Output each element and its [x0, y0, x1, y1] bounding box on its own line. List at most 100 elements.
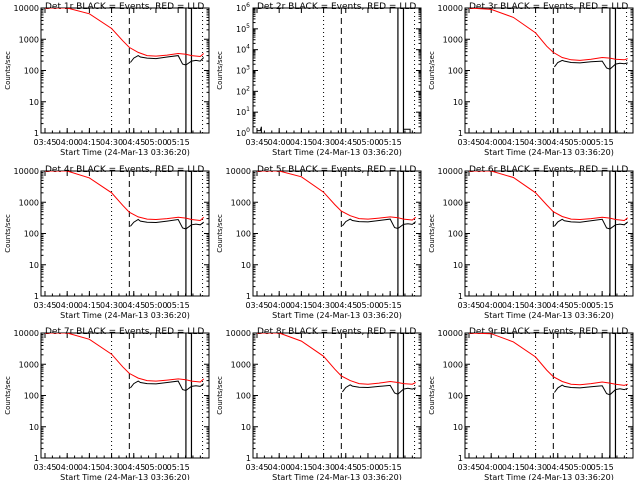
y-tick-label: 10000	[438, 167, 463, 176]
x-tick-label: 03:45	[245, 301, 268, 310]
x-tick-label: 04:45	[334, 138, 357, 147]
x-tick-label: 05:00	[144, 138, 167, 147]
detector-panel-9: Det 9r BLACK = Events, RED = LLD 1 10 100 10…	[428, 327, 634, 480]
plot-frame	[40, 170, 210, 297]
y-tick-label: 10	[29, 98, 39, 107]
y-tick-label: 10000	[14, 329, 39, 338]
x-axis-label: Start Time (24-Mar-13 03:36:20)	[272, 473, 402, 480]
x-tick-label: 04:30	[100, 138, 123, 147]
x-tick-label: 03:45	[457, 138, 480, 147]
x-tick-label: 04:45	[122, 138, 145, 147]
x-tick-label: 03:45	[245, 463, 268, 472]
lld-series-line	[468, 333, 628, 386]
x-tick-label: 04:15	[502, 138, 525, 147]
events-series-line	[342, 384, 416, 395]
x-axis-label: Start Time (24-Mar-13 03:36:20)	[272, 311, 402, 320]
x-tick-label: 03:45	[33, 463, 56, 472]
y-tick-label: 1	[246, 454, 251, 463]
y-tick-label: 1000	[443, 35, 463, 44]
y-tick-label: 100	[24, 67, 39, 76]
x-tick-label: 04:30	[524, 138, 547, 147]
x-axis-label: Start Time (24-Mar-13 03:36:20)	[60, 148, 190, 157]
x-tick-label: 04:45	[334, 301, 357, 310]
y-tick-label: 104	[236, 44, 250, 55]
y-tick-label: 10	[29, 261, 39, 270]
panel-title: Det 1r BLACK = Events, RED = LLD	[45, 2, 204, 12]
x-tick-label: 04:45	[546, 138, 569, 147]
y-tick-label: 1000	[443, 198, 463, 207]
x-tick-label: 05:15	[591, 301, 614, 310]
x-tick-label: 05:00	[144, 463, 167, 472]
x-tick-label: 04:45	[546, 463, 569, 472]
x-tick-label: 04:00	[56, 301, 79, 310]
detector-panel-1: Det 1r BLACK = Events, RED = LLD 1 10 100 10…	[4, 2, 210, 157]
y-axis-label: Counts/sec	[4, 376, 12, 415]
y-tick-label: 100	[448, 392, 463, 401]
y-tick-label: 100	[236, 392, 251, 401]
events-series-line	[342, 218, 417, 230]
y-tick-label: 100	[24, 392, 39, 401]
y-tick-label: 1	[34, 292, 39, 301]
plot-frame	[40, 7, 210, 134]
x-tick-label: 04:00	[56, 138, 79, 147]
x-tick-label: 05:00	[356, 301, 379, 310]
x-axis-label: Start Time (24-Mar-13 03:36:20)	[484, 148, 614, 157]
y-tick-label: 106	[236, 2, 250, 13]
x-tick-label: 04:15	[290, 301, 313, 310]
x-tick-label: 05:15	[167, 463, 190, 472]
x-axis-label: Start Time (24-Mar-13 03:36:20)	[60, 311, 190, 320]
y-axis-label: Counts/sec	[4, 214, 12, 253]
y-axis-label: Counts/sec	[4, 51, 12, 90]
y-tick-label: 1	[458, 129, 463, 138]
lld-series-line	[257, 171, 417, 221]
y-tick-label: 1000	[19, 198, 39, 207]
x-tick-label: 04:30	[100, 463, 123, 472]
panel-title: Det 9r BLACK = Events, RED = LLD	[469, 327, 628, 337]
y-tick-label: 10	[453, 261, 463, 270]
y-tick-label: 103	[236, 65, 250, 76]
lld-series-line	[257, 333, 416, 385]
plot-frame	[464, 170, 634, 297]
x-tick-label: 04:45	[334, 463, 357, 472]
x-tick-label: 04:15	[78, 463, 101, 472]
panel-title: Det 5r BLACK = Events, RED = LLD	[257, 165, 416, 175]
x-tick-label: 04:45	[122, 463, 145, 472]
detector-panel-7: Det 7r BLACK = Events, RED = LLD 1 10 100 10…	[4, 327, 210, 480]
y-tick-label: 10	[453, 423, 463, 432]
x-tick-label: 04:15	[502, 463, 525, 472]
y-axis-label: Counts/sec	[216, 376, 224, 415]
panel-title: Det 7r BLACK = Events, RED = LLD	[45, 327, 204, 337]
x-tick-label: 05:00	[568, 301, 591, 310]
panel-title: Det 4r BLACK = Events, RED = LLD	[45, 165, 204, 175]
x-tick-label: 03:45	[457, 301, 480, 310]
lld-series-line	[468, 8, 628, 61]
x-tick-label: 04:30	[312, 463, 335, 472]
x-tick-label: 05:15	[379, 463, 402, 472]
y-tick-label: 10	[241, 261, 251, 270]
events-series-line	[554, 59, 628, 70]
lld-series-line	[45, 8, 205, 58]
y-tick-label: 101	[236, 106, 250, 117]
x-tick-label: 03:45	[33, 138, 56, 147]
plot-frame	[252, 170, 422, 297]
x-tick-label: 05:15	[379, 301, 402, 310]
panel-title: Det 2r BLACK = Events, RED = LLD	[257, 2, 416, 12]
y-tick-label: 100	[236, 127, 250, 138]
panel-title: Det 8r BLACK = Events, RED = LLD	[257, 327, 416, 337]
y-axis-label: Counts/sec	[216, 214, 224, 253]
y-tick-label: 10000	[226, 167, 251, 176]
x-tick-label: 04:00	[268, 138, 291, 147]
y-tick-label: 1	[458, 292, 463, 301]
events-series-line	[130, 380, 205, 392]
y-tick-label: 105	[236, 23, 250, 34]
events-series-line	[403, 128, 411, 133]
x-tick-label: 04:00	[480, 301, 503, 310]
y-tick-label: 1000	[19, 35, 39, 44]
x-tick-label: 05:15	[591, 463, 614, 472]
x-tick-label: 04:15	[502, 301, 525, 310]
plot-frame	[252, 7, 422, 134]
y-tick-label: 100	[448, 67, 463, 76]
events-series-line	[130, 55, 205, 66]
x-tick-label: 05:15	[167, 301, 190, 310]
y-tick-label: 100	[448, 230, 463, 239]
